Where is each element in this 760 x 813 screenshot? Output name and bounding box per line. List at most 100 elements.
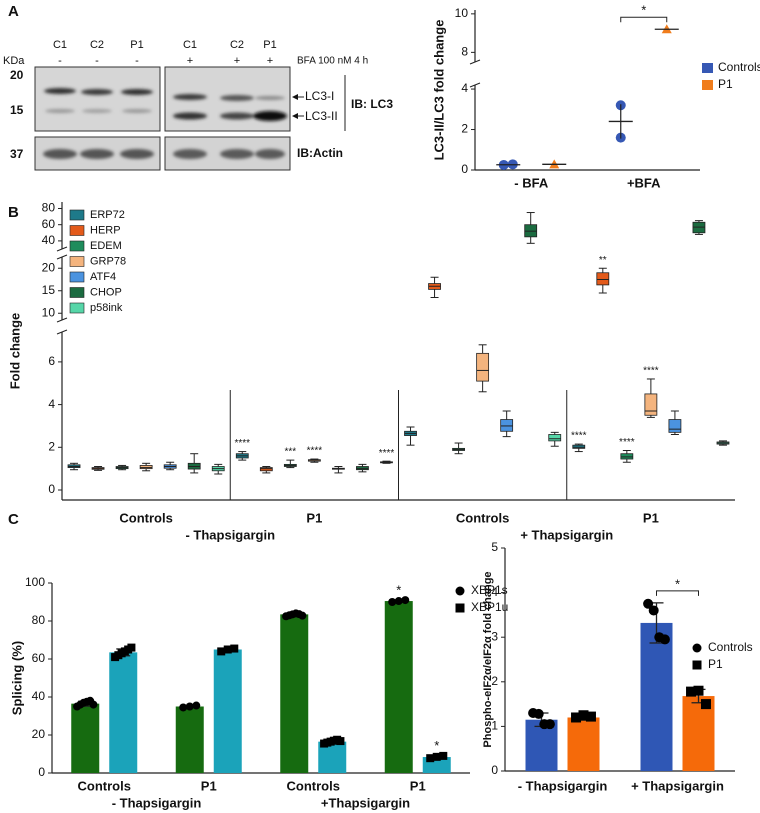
legend-marker (455, 603, 465, 613)
treatment-sign: - (58, 55, 62, 67)
data-point (223, 645, 232, 654)
box (572, 444, 586, 449)
y-tick-label: 100 (25, 575, 45, 589)
y-tick-label: 80 (32, 613, 46, 627)
data-point (401, 596, 410, 605)
group-label: +Thapsigargin (321, 795, 410, 810)
legend-swatch (69, 271, 85, 283)
data-point (388, 598, 397, 606)
blot-bands (43, 88, 287, 159)
significance-stars: **** (619, 437, 635, 448)
y-tick-label: 2 (48, 439, 55, 453)
y-tick-label: 40 (42, 233, 56, 247)
data-point (544, 719, 555, 730)
y-tick-label: 6 (48, 354, 55, 368)
y-tick-label: 4 (491, 585, 498, 599)
axis-break (56, 317, 68, 323)
x-tick-label: - Thapsigargin (518, 778, 608, 793)
data-point (585, 711, 596, 722)
y-tick-label: 4 (48, 397, 55, 411)
data-point (179, 703, 188, 712)
bar (175, 706, 204, 773)
panel-label: A (8, 3, 19, 20)
legend-label: Controls (718, 60, 760, 74)
data-point (89, 700, 98, 709)
data-point (298, 611, 307, 620)
x-tick-label: P1 (306, 510, 322, 525)
data-point (217, 647, 226, 656)
x-tick-label: Controls (78, 778, 131, 793)
y-tick-label: 40 (32, 689, 46, 703)
y-tick-label: 8 (461, 45, 468, 59)
box (500, 419, 514, 432)
significance-stars: **** (379, 448, 395, 459)
data-point (439, 751, 448, 760)
y-tick-label: 2 (461, 122, 468, 136)
y-tick-label: 20 (42, 260, 56, 274)
x-tick-label: P1 (201, 778, 217, 793)
bar (109, 652, 138, 773)
y-tick-label: 60 (42, 217, 56, 231)
legend-swatch (69, 287, 85, 298)
band-label: LC3-I (305, 89, 334, 103)
lane-label: P1 (130, 39, 143, 51)
blot-membrane (34, 66, 161, 132)
data-point (192, 701, 201, 710)
treatment-label: BFA 100 nM 4 h (297, 56, 368, 67)
bar (384, 601, 413, 773)
axis-break (56, 246, 68, 252)
lane-label: C2 (90, 39, 104, 51)
axis-break (469, 82, 481, 88)
x-tick-label: Controls (287, 778, 340, 793)
bar (213, 649, 242, 773)
legend-label: Controls (708, 640, 753, 654)
x-tick-label: P1 (643, 510, 659, 525)
x-tick-label: Controls (119, 510, 172, 525)
y-tick-label: 1 (491, 719, 498, 733)
box (356, 466, 369, 471)
significance-bracket (656, 590, 699, 596)
y-tick-label: 3 (491, 629, 498, 643)
group-label: - Thapsigargin (185, 527, 275, 542)
legend-label: EDEM (90, 240, 122, 252)
data-point (185, 702, 194, 711)
significance-bracket (620, 16, 668, 23)
data-point (533, 708, 544, 719)
significance-label: * (675, 576, 680, 591)
data-point (426, 754, 435, 763)
y-tick-label: 15 (42, 283, 56, 297)
data-point (230, 644, 239, 653)
legend-label: P1 (708, 657, 723, 671)
probe-label: IB: LC3 (351, 97, 393, 111)
y-tick-label: 20 (32, 727, 46, 741)
significance-stars: ** (599, 255, 607, 266)
data-point (432, 752, 441, 761)
significance-stars: **** (234, 438, 250, 449)
x-tick-label: Controls (456, 510, 509, 525)
significance-stars: * (396, 583, 401, 598)
treatment-sign: + (234, 55, 240, 67)
legend-label: XBP1s (471, 583, 508, 597)
panel-label: C (8, 511, 19, 528)
axis-break (469, 59, 481, 65)
y-axis-label: Phospho-eIF2α/eIF2α fold change (482, 571, 494, 747)
y-tick-label: 60 (32, 651, 46, 665)
panel-label: B (8, 204, 19, 221)
size-marker: 20 (10, 68, 24, 82)
lane-label: C1 (53, 39, 67, 51)
treatment-sign: - (95, 55, 99, 67)
significance-label: * (641, 3, 646, 18)
significance-stars: **** (307, 446, 323, 457)
legend-swatch (69, 225, 85, 236)
treatment-sign: + (267, 55, 273, 67)
significance-stars: * (434, 738, 439, 753)
box (476, 352, 490, 382)
y-tick-label: 2 (491, 674, 498, 688)
legend-label: CHOP (90, 286, 122, 298)
axis-break (56, 254, 68, 260)
box (139, 465, 153, 470)
bar (71, 703, 100, 773)
bar (567, 717, 600, 771)
